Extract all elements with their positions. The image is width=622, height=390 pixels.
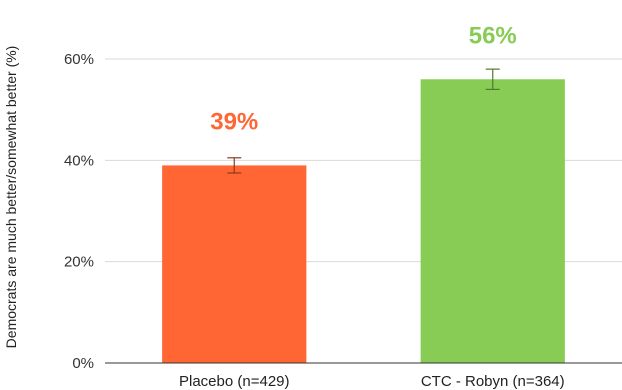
y-tick-label: 40% — [64, 152, 94, 169]
category-label: CTC - Robyn (n=364) — [421, 373, 565, 390]
data-labels: 39% 56% — [210, 22, 517, 135]
bar — [162, 165, 307, 363]
y-tick-label: 60% — [64, 51, 94, 68]
error-bars — [227, 68, 500, 174]
bars — [162, 79, 565, 364]
data-label: 56% — [469, 22, 517, 49]
data-label: 39% — [210, 108, 258, 135]
category-labels: Placebo (n=429) CTC - Robyn (n=364) — [179, 373, 565, 390]
category-label: Placebo (n=429) — [179, 373, 290, 390]
bar — [420, 79, 565, 364]
y-tick-label: 0% — [72, 355, 94, 372]
y-tick-label: 20% — [64, 254, 94, 271]
y-axis-title: Democrats are much better/somewhat bette… — [3, 46, 19, 349]
y-tick-labels: 0% 20% 40% 60% — [64, 51, 94, 372]
